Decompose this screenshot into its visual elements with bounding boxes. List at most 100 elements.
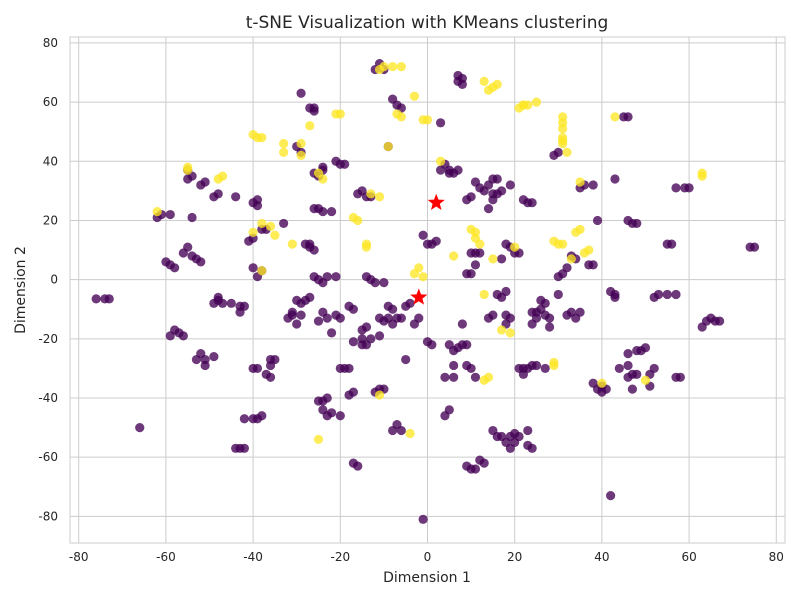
cluster-0-point [632,369,642,379]
cluster-0-point [435,118,446,128]
cluster-0-point [335,313,345,323]
cluster-0-point [575,307,585,317]
cluster-1-point [318,174,328,184]
cluster-0-point [540,298,550,308]
cluster-1-point [374,390,385,400]
cluster-1-point [558,239,568,249]
cluster-0-point [348,387,358,397]
cluster-1-point [379,61,389,72]
cluster-0-point [309,106,319,116]
cluster-1-point [374,192,385,202]
cluster-0-point [309,245,319,255]
cluster-1-point [510,242,520,252]
cluster-0-point [653,289,664,300]
cluster-0-point [165,209,175,220]
cluster-0-point [527,198,537,208]
cluster-0-point [488,310,498,320]
cluster-1-point [488,254,498,264]
cluster-0-point [475,248,485,258]
cluster-0-point [531,360,542,371]
cluster-0-point [649,363,659,374]
cluster-0-point [335,411,345,421]
y-tick-label: 40 [43,154,58,168]
cluster-0-point [623,349,633,359]
x-tick-labels: -80 -60 -40 -20 0 20 40 60 80 [69,550,784,564]
cluster-1-point [697,168,707,178]
cluster-0-point [497,254,507,264]
cluster-0-point [466,192,476,202]
cluster-0-point [370,278,380,288]
cluster-0-point [178,331,188,341]
cluster-0-point [501,286,511,297]
cluster-0-point [588,260,598,270]
cluster-0-point [217,298,228,308]
cluster-0-point [361,322,372,332]
x-tick-label: -60 [156,550,176,564]
cluster-0-point [553,289,563,300]
cluster-1-point [353,215,363,226]
cluster-0-point [248,263,258,273]
cluster-0-point [523,425,533,436]
cluster-0-point [401,354,411,365]
cluster-0-point [331,272,341,282]
cluster-1-point [287,239,297,249]
cluster-1-point [183,165,193,175]
cluster-0-point [715,316,725,326]
cluster-0-point [318,206,328,217]
cluster-0-point [610,174,620,184]
cluster-0-point [296,310,306,320]
cluster-1-point [409,91,420,101]
cluster-0-point [326,328,337,338]
cluster-0-points [91,59,760,524]
x-tick-label: -80 [69,550,89,564]
cluster-1-point [248,227,258,237]
cluster-0-point [322,272,332,282]
cluster-1-point [640,375,651,385]
cluster-0-point [396,313,406,323]
cluster-0-point [562,263,572,273]
cluster-0-point [235,307,245,317]
x-tick-label: 40 [594,550,609,564]
cluster-0-point [662,289,672,300]
cluster-0-point [170,263,180,273]
cluster-1-point [575,224,585,234]
y-tick-label: 0 [50,273,58,287]
cluster-0-point [614,363,624,374]
cluster-0-point [544,322,555,332]
cluster-1-point [383,141,393,152]
cluster-0-point [527,443,537,453]
cluster-1-point [265,221,276,231]
cluster-0-point [313,316,324,326]
plot-frame [69,36,786,544]
cluster-0-point [457,340,467,350]
cluster-1-point [610,112,620,122]
cluster-1-point [531,97,542,107]
cluster-1-point [475,239,485,249]
cluster-0-point [623,360,633,371]
cluster-0-point [344,363,354,374]
cluster-0-point [749,242,760,252]
cluster-1-point [335,109,345,119]
cluster-0-point [226,298,236,308]
cluster-1-points [152,61,707,445]
cluster-1-point [396,61,406,72]
y-tick-label: 20 [43,213,58,227]
cluster-0-point [252,195,263,205]
cluster-1-point [296,138,306,149]
cluster-0-point [252,363,263,374]
cluster-0-point [623,112,633,122]
cluster-0-point [479,458,489,468]
cluster-0-point [466,269,476,279]
cluster-0-point [505,313,515,323]
cluster-0-point [200,177,210,187]
cluster-0-point [322,313,332,323]
x-tick-label: 0 [424,550,432,564]
cluster-0-point [257,411,267,421]
cluster-0-point [514,431,524,442]
cluster-0-point [544,313,555,323]
cluster-0-point [388,319,398,329]
x-tick-label: 80 [769,550,784,564]
cluster-1-point [405,428,415,439]
cluster-0-point [239,443,249,453]
cluster-0-point [449,360,459,371]
